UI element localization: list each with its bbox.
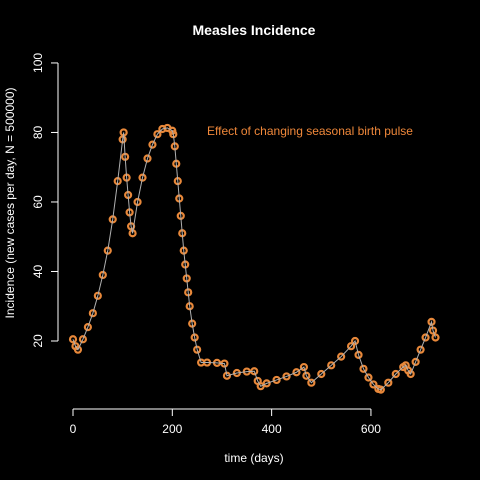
data-point: [299, 362, 309, 372]
chart-title: Measles Incidence: [193, 22, 316, 38]
data-point: [148, 140, 157, 149]
data-point: [262, 379, 271, 388]
y-tick-label: 100: [31, 53, 45, 73]
data-point: [193, 345, 202, 354]
data-point: [302, 371, 311, 380]
data-point: [190, 333, 199, 342]
data-point: [384, 378, 393, 387]
y-tick-label: 60: [31, 195, 45, 209]
data-point: [337, 352, 346, 361]
data-point: [428, 326, 438, 335]
data-point: [317, 369, 326, 379]
data-point: [416, 345, 425, 354]
y-axis-label: Incidence (new cases per day, N = 500000…: [3, 88, 17, 319]
x-tick-label: 0: [70, 422, 77, 436]
y-tick-label: 20: [31, 334, 45, 348]
data-point: [427, 317, 436, 326]
data-point: [98, 270, 107, 280]
data-point: [292, 368, 301, 377]
x-axis-label: time (days): [224, 451, 283, 465]
data-point: [364, 373, 373, 382]
data-point: [431, 333, 440, 342]
data-point: [307, 378, 316, 387]
data-point: [421, 333, 430, 342]
x-tick-label: 400: [262, 422, 282, 436]
data-point: [376, 385, 385, 394]
y-tick-label: 40: [31, 264, 45, 278]
data-point: [369, 380, 378, 389]
data-point: [153, 130, 162, 139]
data-point: [359, 364, 368, 373]
data-point: [272, 375, 281, 385]
data-point: [78, 335, 88, 344]
data-point: [138, 173, 147, 182]
data-point: [350, 336, 360, 346]
annotation: Effect of changing seasonal birth pulse: [207, 124, 413, 138]
data-point: [354, 350, 363, 359]
x-tick-label: 600: [361, 422, 381, 436]
data-point: [406, 369, 415, 379]
series-line: [72, 127, 436, 391]
data-point: [88, 309, 97, 318]
data-point: [73, 345, 83, 354]
data-point: [346, 342, 356, 351]
data-point: [327, 361, 336, 370]
data-point: [93, 291, 102, 300]
data-point: [282, 372, 291, 381]
data-point: [68, 335, 78, 344]
data-point: [411, 357, 420, 366]
data-point: [83, 322, 92, 332]
data-point: [222, 371, 232, 380]
data-point: [391, 369, 400, 379]
data-point: [143, 154, 152, 163]
y-tick-label: 80: [31, 125, 45, 139]
x-tick-label: 200: [162, 422, 182, 436]
